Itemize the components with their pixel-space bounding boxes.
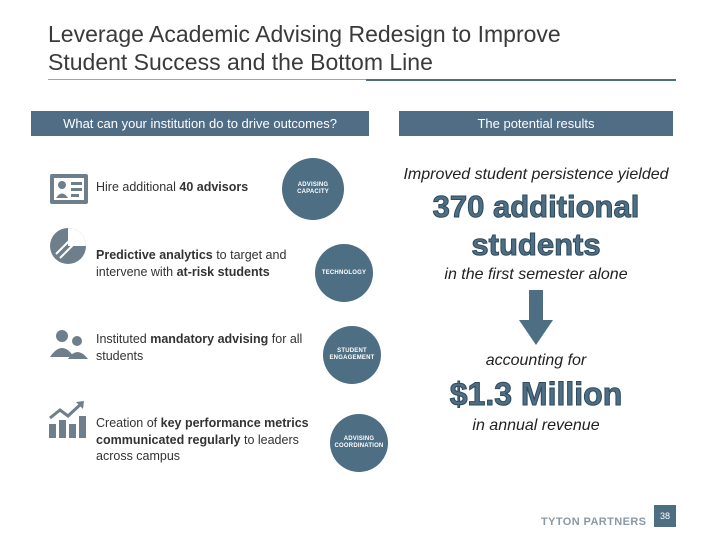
action-text-4: Creation of key performance metrics comm…	[96, 415, 332, 465]
circle-1-line-2: CAPACITY	[297, 189, 329, 195]
action-2-part-2: to target and intervene with	[96, 248, 287, 279]
action-text-1: Hire additional 40 advisors	[96, 179, 306, 196]
student-engagement-circle: STUDENT ENGAGEMENT	[323, 326, 381, 384]
right-section-header: The potential results	[399, 111, 673, 136]
people-icon	[50, 330, 88, 359]
slide-title: Leverage Academic Advising Redesign to I…	[48, 20, 668, 76]
action-1-part-1: Hire additional	[96, 180, 180, 194]
result-text-1: Improved student persistence yielded	[403, 166, 669, 183]
action-2-part-1: Predictive analytics	[96, 248, 213, 262]
advising-coordination-circle: ADVISING COORDINATION	[330, 414, 388, 472]
action-4-part-1: Creation of	[96, 416, 161, 430]
technology-circle: TECHNOLOGY	[315, 244, 373, 302]
action-text-2: Predictive analytics to target and inter…	[96, 247, 316, 280]
team-icon	[50, 174, 88, 204]
action-3-part-2: mandatory advising	[150, 332, 269, 346]
advising-capacity-circle: ADVISING CAPACITY	[282, 158, 344, 220]
action-3-part-1: Instituted	[96, 332, 151, 346]
arrow-down-icon	[519, 290, 553, 345]
result-text-3: accounting for	[485, 352, 587, 369]
title-rule-left	[48, 79, 366, 80]
circle-3-line-1: STUDENT	[337, 348, 367, 354]
result-text-2: in the first semester alone	[444, 266, 628, 283]
result-highlight-students: 370 additional students	[396, 188, 676, 264]
circle-4-line-2: COORDINATION	[334, 443, 384, 449]
result-highlight-students-line-1: 370 additional	[432, 189, 640, 225]
page-number: 38	[654, 505, 676, 527]
slide-title-line-2: Student Success and the Bottom Line	[48, 49, 433, 75]
circle-2-line-1: TECHNOLOGY	[321, 269, 367, 276]
action-2-part-3: at-risk students	[176, 264, 270, 279]
tyton-partners-logo: TYTON PARTNERS	[541, 516, 647, 528]
result-text-4: in annual revenue	[472, 417, 600, 434]
result-highlight-revenue: $1.3 Million	[449, 376, 623, 413]
bar-growth-icon	[49, 401, 86, 438]
circle-3-line-2: ENGAGEMENT	[329, 355, 375, 361]
left-section-header: What can your institution do to drive ou…	[31, 111, 369, 136]
pie-chart-icon	[50, 228, 86, 264]
result-highlight-students-line-2: students	[471, 227, 601, 263]
action-4-part-2: key performance metrics communicated reg…	[96, 416, 309, 447]
action-text-3: Instituted mandatory advising for all st…	[96, 331, 332, 364]
slide-title-line-1: Leverage Academic Advising Redesign to I…	[48, 21, 561, 47]
circle-4-line-1: ADVISING	[343, 436, 375, 442]
action-1-part-2: 40 advisors	[179, 180, 249, 194]
title-rule-right	[366, 79, 676, 81]
action-4-part-3: to leaders across campus	[96, 432, 299, 464]
circle-1-line-1: ADVISING	[297, 182, 329, 188]
action-3-part-3: for all students	[96, 332, 303, 363]
